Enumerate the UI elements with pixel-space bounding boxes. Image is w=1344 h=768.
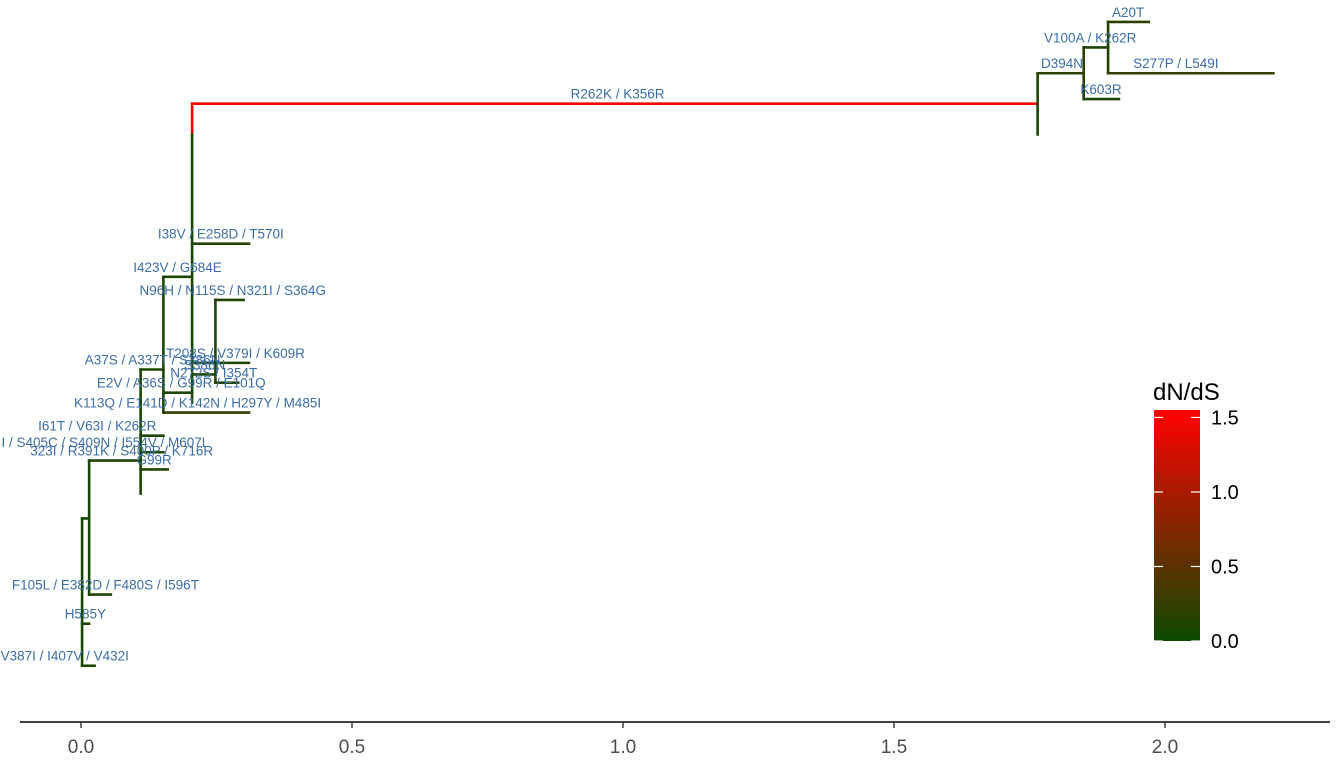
mutation-label-h_d394n: D394N [1041,56,1083,71]
mutation-label-h_n96h: N96H / N115S / N321I / S364G [139,283,326,298]
legend-tick-label: 0.5 [1211,556,1239,578]
x-axis: 0.0 0.5 1.0 1.5 2.0 [20,721,1330,758]
mutation-label-h_f105l: F105L / E382D / F480S / I596T [12,578,199,593]
x-tick-label: 2.0 [1152,737,1178,758]
mutation-label-h_v387i: V387I / I407V / V432I [1,649,129,664]
legend-tick-label: 0.0 [1211,631,1239,653]
legend-tick-label: 1.0 [1211,482,1239,504]
mutation-label-h_n272s: N272S / I354T [170,366,257,381]
mutation-labels: R262K / K356R D394N K603R V100A / K262R A20T… [1,5,1219,664]
mutation-label-h_l323i: 323I / R391K / S400P / K716R [30,444,213,459]
color-legend: dN/dS 1.5 1.0 0.5 0.0 [1153,379,1239,653]
mutation-label-h_e2v: E2V / A36S / G99R / E101Q [97,376,266,391]
mutation-label-h_i61t: I61T / V63I / K262R [38,419,157,434]
x-tick-label: 1.5 [881,737,907,758]
mutation-label-h_i423v: I423V / G684E [133,260,222,275]
mutation-label-h_s405c: I / S405C / S409N / I554V / M607L [1,435,209,450]
x-tick-label: 1.0 [610,737,636,758]
mutation-label-h_s277p: S277P / L549I [1133,56,1218,71]
legend-title: dN/dS [1153,379,1220,406]
mutation-label-h_h585y: H585Y [65,607,106,622]
mutation-label-h_k113q: K113Q / E141D / K142N / H297Y / M485I [74,396,321,411]
mutation-label-h_i38v: I38V / E258D / T570I [158,227,284,242]
mutation-label-h_s386n: S386N [184,357,225,372]
legend-ticks: 1.5 1.0 0.5 0.0 [1154,407,1239,653]
tree-branches [80,20,1275,668]
mutation-label-h_t208s: T208S / V379I / K609R [166,346,305,361]
mutation-label-h_g99r: G99R [137,452,173,467]
x-tick-label: 0.0 [68,737,94,758]
mutation-label-h_a37s: A37S / A337T / S386N [85,352,221,367]
mutation-label-h_k603r: K603R [1080,82,1122,97]
mutation-label-h_main: R262K / K356R [571,87,665,102]
mutation-label-h_v100a: V100A / K262R [1044,30,1137,45]
legend-tick-label: 1.5 [1211,407,1239,429]
legend-colorbar [1154,410,1200,641]
x-tick-label: 0.5 [339,737,365,758]
mutation-label-h_a20t: A20T [1112,5,1144,20]
